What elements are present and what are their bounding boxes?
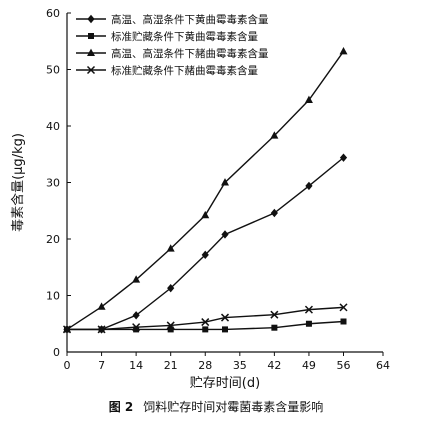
x-tick-label: 7: [98, 359, 105, 372]
legend-label: 标准贮藏条件下黄曲霉毒素含量: [111, 30, 258, 43]
marker-x-stroke: [220, 313, 230, 322]
x-tick-label: 64: [376, 359, 390, 372]
data-point: [340, 318, 347, 325]
chart-svg: 0 10 20 30 40 50 60 0 7 14 21 28 35 42 49 56 64 贮存时间(d) 毒素…: [10, 7, 390, 391]
y-tick-label: 0: [53, 346, 60, 359]
data-point: [270, 131, 279, 139]
chart-series-layer: [62, 47, 348, 334]
y-tick-label: 40: [46, 120, 60, 133]
x-tick-label: 0: [64, 359, 71, 372]
figure-caption: 图 2 饲料贮存时间对霉菌毒素含量影响: [0, 398, 432, 415]
legend-marker: [86, 65, 96, 75]
figure-caption-text: 饲料贮存时间对霉菌毒素含量影响: [143, 400, 324, 414]
marker-x-stroke: [166, 321, 175, 330]
data-point: [166, 244, 175, 252]
y-tick-label: 30: [46, 177, 60, 190]
y-tick-label: 20: [46, 233, 60, 246]
data-point: [304, 95, 313, 104]
data-point: [133, 326, 140, 333]
series-line: [67, 157, 344, 331]
data-point: [222, 326, 228, 333]
data-point: [270, 208, 278, 218]
data-point: [62, 325, 72, 334]
data-point: [167, 326, 174, 333]
x-tick-label: 21: [164, 359, 178, 372]
chart-legend: 高温、高湿条件下黄曲霉毒素含量标准贮藏条件下黄曲霉毒素含量高温、高湿条件下赭曲霉…: [76, 13, 269, 77]
marker-x-stroke: [201, 318, 210, 327]
marker-x-stroke: [132, 323, 141, 332]
marker-x-stroke: [97, 325, 106, 334]
data-point: [339, 303, 348, 312]
legend-item-3: 高温、高湿条件下赭曲霉毒素含量: [76, 47, 269, 60]
figure-label: 图 2: [108, 400, 134, 414]
data-point: [132, 275, 141, 283]
data-point: [271, 324, 278, 331]
legend-item-1: 高温、高湿条件下黄曲霉毒素含量: [76, 13, 269, 26]
legend-label: 高温、高湿条件下赭曲霉毒素含量: [111, 47, 269, 60]
x-tick-label: 28: [198, 359, 212, 372]
data-point: [132, 323, 141, 332]
y-tick-label: 50: [46, 64, 60, 77]
data-point: [220, 313, 230, 322]
data-point: [202, 326, 209, 333]
data-point: [201, 210, 210, 219]
series-2: [64, 318, 347, 333]
legend-marker: [87, 48, 95, 56]
series-1: [63, 153, 348, 334]
data-point: [201, 318, 210, 327]
legend-label: 标准贮藏条件下赭曲霉毒素含量: [111, 64, 258, 77]
data-point: [339, 47, 348, 55]
marker-x-stroke: [86, 65, 96, 75]
data-point: [304, 305, 313, 314]
y-axis-title: 毒素含量(μg/kg): [10, 133, 26, 232]
marker-x-stroke: [62, 325, 72, 334]
legend-marker: [88, 33, 94, 39]
legend-marker: [87, 14, 95, 24]
series-line: [66, 51, 345, 330]
data-point: [305, 181, 313, 191]
y-tick-label: 60: [46, 7, 60, 20]
x-tick-label: 14: [129, 359, 143, 372]
data-point: [167, 283, 175, 293]
data-point: [97, 325, 106, 334]
data-point: [270, 310, 279, 319]
data-point: [305, 320, 312, 327]
legend-item-4: 标准贮藏条件下赭曲霉毒素含量: [76, 64, 258, 77]
legend-label: 高温、高湿条件下黄曲霉毒素含量: [111, 13, 269, 26]
x-tick-label: 49: [302, 359, 316, 372]
legend-item-2: 标准贮藏条件下黄曲霉毒素含量: [76, 30, 258, 43]
x-axis-title: 贮存时间(d): [190, 376, 260, 391]
marker-x-stroke: [270, 310, 279, 319]
data-point: [201, 250, 209, 260]
data-point: [339, 153, 348, 162]
x-tick-label: 42: [267, 359, 281, 372]
data-point: [221, 178, 229, 186]
data-point: [166, 321, 175, 330]
data-point: [97, 302, 106, 310]
y-tick-label: 10: [46, 290, 60, 303]
marker-x-stroke: [304, 305, 313, 314]
series-4: [62, 303, 348, 334]
x-tick-label: 56: [337, 359, 351, 372]
data-point: [221, 230, 229, 239]
data-point: [132, 311, 140, 320]
x-tick-label: 35: [233, 359, 247, 372]
chart-axes: 0 10 20 30 40 50 60 0 7 14 21 28 35 42 49 56 64 贮存时间(d) 毒素…: [10, 7, 390, 391]
marker-x-stroke: [339, 303, 348, 312]
